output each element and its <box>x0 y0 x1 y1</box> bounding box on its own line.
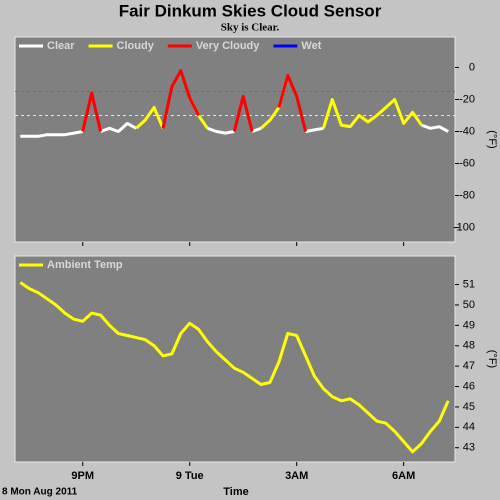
legend-label: Very Cloudy <box>196 40 260 52</box>
x-axis-label: Time <box>223 486 248 498</box>
data-line <box>19 281 450 454</box>
chart-subtitle: Sky is Clear. <box>221 22 280 34</box>
legend-label: Cloudy <box>117 40 155 52</box>
chart-title: Fair Dinkum Skies Cloud Sensor <box>119 1 382 20</box>
y-tick-label: -20 <box>459 93 475 105</box>
y-tick-label: -60 <box>459 157 475 169</box>
y-tick-label: 50 <box>463 299 475 311</box>
plot-area <box>14 255 456 463</box>
y-tick-label: 0 <box>469 61 475 73</box>
y-tick-label: 51 <box>463 278 475 290</box>
x-tick-label: 6AM <box>392 470 415 482</box>
y-tick-label: 48 <box>463 340 475 352</box>
y-tick-label: 46 <box>463 380 475 392</box>
x-tick-label: 9 Tue <box>176 470 204 482</box>
legend-label: Wet <box>301 40 321 52</box>
data-line <box>20 122 449 138</box>
y-tick-label: 44 <box>463 421 475 433</box>
y-tick-label: 43 <box>463 442 475 454</box>
y-tick-label: 45 <box>463 401 475 413</box>
y-tick-label: 47 <box>463 360 475 372</box>
y-tick-label: 49 <box>463 319 475 331</box>
x-tick-label: 3AM <box>285 470 308 482</box>
date-label: 8 Mon Aug 2011 <box>2 487 78 498</box>
y-tick-label: -100 <box>453 221 475 233</box>
x-tick-label: 9PM <box>71 470 94 482</box>
legend-label: Clear <box>47 40 75 52</box>
plot-area <box>14 36 456 243</box>
legend-label: Ambient Temp <box>47 259 123 271</box>
y-tick-label: -80 <box>459 189 475 201</box>
y-tick-label: -40 <box>459 125 475 137</box>
y-axis-label: (°F) <box>486 350 498 368</box>
data-line <box>81 69 308 132</box>
y-axis-label: (°F) <box>486 130 498 148</box>
